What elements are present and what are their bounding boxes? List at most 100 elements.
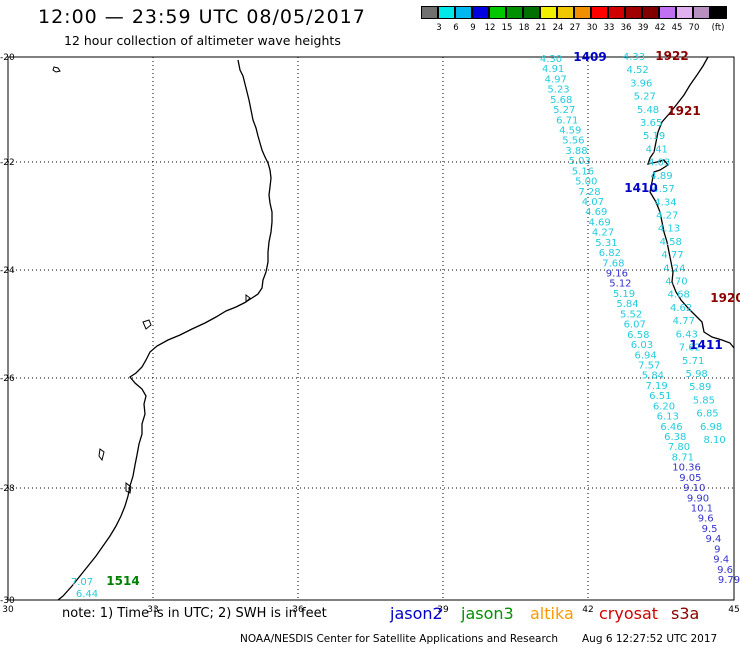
pass-label: 1921	[667, 104, 700, 118]
satellite-legend-item: jason3	[461, 604, 514, 623]
coastline	[57, 59, 273, 601]
longitude-label: 33	[147, 605, 158, 615]
track-a-value: 6.38	[664, 432, 686, 443]
track-a-value: 5.84	[642, 371, 664, 382]
track-a-value: 7.68	[602, 258, 624, 269]
colorbar-label: 15	[501, 23, 513, 33]
track-b-value: 5.89	[689, 382, 711, 393]
track-a-value: 4.69	[588, 217, 610, 228]
track-b-value: 4.34	[654, 197, 676, 208]
track-a-value: 9.5	[702, 524, 718, 535]
colorbar-swatch	[506, 6, 523, 19]
colorbar-label: 24	[552, 23, 564, 33]
track-b-value: 4.58	[660, 237, 682, 248]
track-a-value: 8.71	[672, 452, 694, 463]
pass-label: 1514	[106, 574, 139, 588]
track-a-value: 6.51	[649, 391, 671, 402]
track-a-value: 10.36	[672, 463, 701, 474]
longitude-label: 39	[437, 605, 449, 615]
track-a-value: 6.71	[556, 115, 578, 126]
track-b-value: 4.24	[663, 263, 685, 274]
track-a-value: 9.6	[698, 514, 714, 525]
colorbar-swatch	[710, 6, 727, 19]
bottom-left-value: 7.07	[71, 577, 93, 588]
track-a-value: 6.82	[599, 248, 621, 259]
track-b-value: 5.85	[693, 395, 715, 406]
track-a-value: 9.16	[606, 269, 628, 280]
track-a-value: 5.00	[575, 177, 597, 188]
track-a-value: 3.88	[565, 146, 587, 157]
colorbar-label: 70	[688, 23, 700, 33]
track-b-value: 4.70	[665, 277, 687, 288]
track-a-value: 4.30	[540, 54, 562, 65]
track-b-value: 5.98	[686, 369, 708, 380]
track-a-value: 5.56	[562, 136, 584, 147]
track-b-value: 4.41	[646, 144, 668, 155]
track-b-value: 6.98	[700, 422, 722, 433]
track-a-value: 6.20	[653, 401, 675, 412]
track-a-value: 9.79	[718, 575, 740, 586]
colorbar-swatch	[676, 6, 693, 19]
map-frame	[7, 56, 735, 601]
island-3	[98, 448, 105, 462]
track-a-value: 5.27	[553, 105, 575, 116]
track-a-value: 4.69	[585, 207, 607, 218]
track-b-value: 5.71	[682, 356, 704, 367]
track-a-value: 5.31	[595, 238, 617, 249]
island-1	[52, 66, 61, 73]
colorbar-label: 9	[470, 23, 476, 33]
track-a-value: 9.6	[717, 565, 733, 576]
latitude-label: -26	[0, 374, 15, 384]
longitude-label: 30	[2, 605, 14, 615]
longitude-label: 36	[292, 605, 304, 615]
page-title: 12:00 — 23:59 UTC 08/05/2017	[38, 6, 366, 28]
footer-credit: NOAA/NESDIS Center for Satellite Applica…	[240, 633, 558, 645]
track-b-value: 4.68	[668, 290, 690, 301]
colorbar-swatch	[489, 6, 506, 19]
track-a-value: 6.46	[660, 422, 682, 433]
track-a-value: 4.07	[582, 197, 604, 208]
colorbar-label: 45	[671, 23, 683, 33]
colorbar-label: 42	[654, 23, 666, 33]
track-b-value: 7.62	[679, 343, 701, 354]
track-b-value: 6.85	[696, 409, 718, 420]
pass-label: 1922	[655, 49, 688, 63]
track-a-value: 6.58	[627, 330, 649, 341]
track-a-value: 9.10	[683, 483, 705, 494]
colorbar-swatch	[659, 6, 676, 19]
track-a-value: 7.57	[638, 360, 660, 371]
colorbar-swatch	[421, 6, 438, 19]
track-a-value: 5.12	[609, 279, 631, 290]
colorbar-label: 3	[436, 23, 442, 33]
colorbar-swatch	[574, 6, 591, 19]
track-b-value: 5.27	[634, 92, 656, 103]
pass-label: 1920	[710, 291, 740, 305]
colorbar-label: 30	[586, 23, 598, 33]
colorbar-swatch	[438, 6, 455, 19]
colorbar-label: 36	[620, 23, 632, 33]
page-subtitle: 12 hour collection of altimeter wave hei…	[64, 33, 341, 48]
pass-label: 1411	[689, 338, 722, 352]
colorbar-label: 6	[453, 23, 459, 33]
track-b-value: 4.33	[623, 52, 645, 63]
track-a-value: 7.80	[668, 442, 690, 453]
track-a-value: 5.23	[547, 85, 569, 96]
track-a-value: 6.94	[634, 350, 656, 361]
track-a-value: 5.52	[620, 309, 642, 320]
colorbar-unit: (ft)	[711, 23, 725, 33]
colorbar-swatch	[625, 6, 642, 19]
bottom-left-value: 6.44	[76, 589, 98, 600]
track-a-value: 9.4	[705, 534, 721, 545]
colorbar-swatch	[608, 6, 625, 19]
track-b-value: 4.27	[656, 210, 678, 221]
track-b-value: 4.62	[670, 303, 692, 314]
colorbar-label: 21	[535, 23, 547, 33]
track-a-value: 9	[714, 544, 720, 555]
track-b-value: 6.43	[676, 329, 698, 340]
track-a-value: 6.07	[624, 320, 646, 331]
track-b-value: 5.48	[637, 105, 659, 116]
colorbar-swatch	[557, 6, 574, 19]
track-a-value: 10.1	[691, 503, 713, 514]
track-b-value: 4.77	[673, 316, 695, 327]
